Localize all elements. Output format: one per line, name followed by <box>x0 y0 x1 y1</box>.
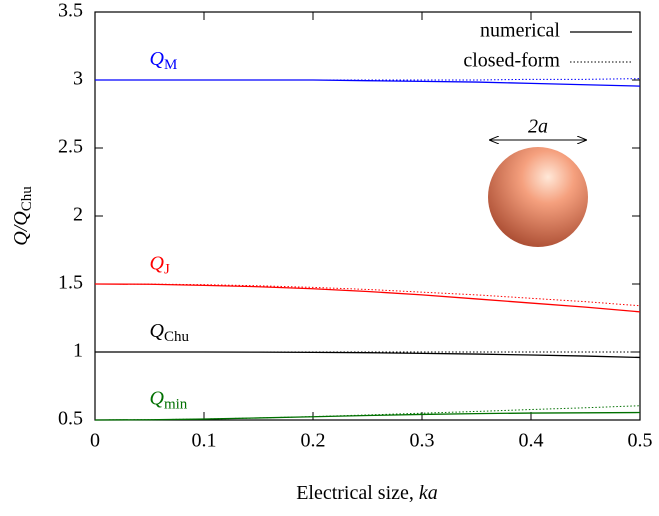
y-tick-label: 2 <box>73 204 83 226</box>
curve-label-sub: min <box>164 397 188 413</box>
curve-label-sub: J <box>164 262 170 278</box>
curve-closed-form <box>94 283 641 307</box>
curve-label-main: Q <box>150 387 165 409</box>
legend-label: closed-form <box>463 50 560 72</box>
x-tick-label: 0.3 <box>410 430 435 452</box>
curve-label-main: Q <box>150 252 165 274</box>
x-tick-label: 0.5 <box>628 430 653 452</box>
y-label-main: Q/Q <box>10 211 32 246</box>
y-label-sub: Chu <box>19 186 35 212</box>
x-tick-label: 0.4 <box>519 430 544 452</box>
inset-label: 2a <box>528 116 548 138</box>
y-tick-label: 1 <box>73 340 83 362</box>
curve-label-main: Q <box>150 320 165 342</box>
x-label-main: Electrical size, <box>296 482 419 504</box>
curve-closed-form <box>95 78 641 81</box>
y-tick-label: 3.5 <box>58 0 83 22</box>
curve-numerical <box>95 351 641 359</box>
curve-label-main: Q <box>150 48 165 70</box>
curve-label: QJ <box>150 252 170 278</box>
y-axis-label: Q/QChu <box>10 186 36 246</box>
x-label-italic: ka <box>419 482 438 504</box>
x-tick-label: 0 <box>90 430 100 452</box>
y-tick-label: 3 <box>73 68 83 90</box>
curve-numerical <box>94 411 641 421</box>
curve-label: Qmin <box>150 387 188 413</box>
curve-label: QChu <box>150 320 190 346</box>
x-axis-label: Electrical size, ka <box>296 482 438 504</box>
curve-label-sub: Chu <box>164 329 190 345</box>
curve-numerical <box>95 79 641 87</box>
y-tick-label: 2.5 <box>58 136 83 158</box>
legend-label: numerical <box>480 20 560 42</box>
x-tick-label: 0.2 <box>301 430 326 452</box>
curve-label-sub: M <box>164 57 177 73</box>
y-tick-label: 1.5 <box>58 272 83 294</box>
y-tick-label: 0.5 <box>58 408 83 430</box>
curve-label: QM <box>150 48 178 74</box>
x-tick-label: 0.1 <box>192 430 217 452</box>
sphere <box>488 147 588 247</box>
curve-numerical <box>94 283 641 313</box>
